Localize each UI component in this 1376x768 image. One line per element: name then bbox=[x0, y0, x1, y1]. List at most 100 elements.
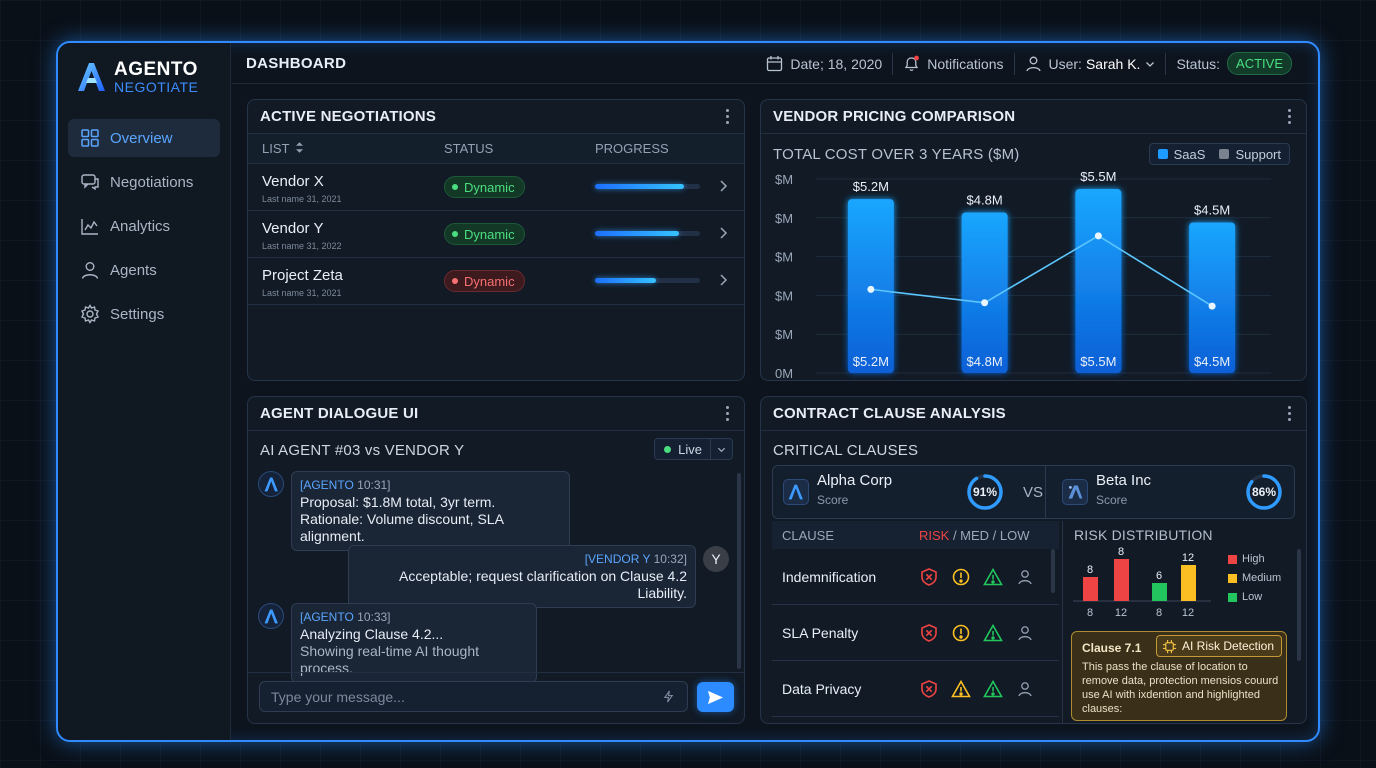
right-score-ring bbox=[1246, 474, 1282, 510]
date-label: Date; 18, 2020 bbox=[790, 55, 883, 72]
sidebar-item-agents[interactable]: Agents bbox=[68, 251, 220, 289]
high-risk-shield-icon[interactable] bbox=[919, 623, 939, 643]
vendor-pricing-panel: VENDOR PRICING COMPARISON TOTAL COST OVE… bbox=[760, 99, 1307, 381]
y-tick-label: $M bbox=[775, 211, 793, 226]
live-label: Live bbox=[678, 441, 702, 457]
bar-value-label: $4.8M bbox=[967, 192, 1003, 207]
legend-swatch-high bbox=[1228, 554, 1237, 564]
more-options-icon[interactable] bbox=[726, 109, 730, 125]
more-options-icon[interactable] bbox=[1288, 109, 1292, 125]
progress-bar bbox=[595, 278, 700, 283]
risk-bar-axis-label: 12 bbox=[1115, 607, 1127, 619]
sidebar-item-overview[interactable]: Overview bbox=[68, 119, 220, 157]
message-bubble: [VENDOR Y 10:32] Acceptable; request cla… bbox=[348, 545, 696, 608]
y-tick-label: $M bbox=[775, 327, 793, 342]
brand-name: AGENTO bbox=[114, 59, 198, 80]
message-bubble: [AGENTO 10:33] Analyzing Clause 4.2... S… bbox=[291, 603, 537, 683]
risk-scrollbar[interactable] bbox=[1297, 549, 1301, 661]
right-score-label: Score bbox=[1096, 493, 1128, 507]
lightning-icon[interactable] bbox=[662, 690, 675, 703]
user-label: User: bbox=[1048, 55, 1082, 72]
risk-bar[interactable] bbox=[1181, 565, 1196, 601]
assign-user-icon[interactable] bbox=[1015, 567, 1035, 587]
table-row[interactable]: Project Zeta Last name 31, 2021 Dynamic bbox=[248, 258, 744, 305]
negotiation-name: Vendor X bbox=[262, 173, 324, 190]
chevron-right-icon[interactable] bbox=[718, 226, 728, 240]
dialogue-scrollbar[interactable] bbox=[737, 473, 741, 669]
high-risk-shield-icon[interactable] bbox=[919, 567, 939, 587]
status-indicator: Status: ACTIVE bbox=[1166, 52, 1302, 75]
send-button[interactable] bbox=[697, 682, 734, 712]
brand-logo[interactable]: AGENTO NEGOTIATE bbox=[74, 55, 198, 99]
chart-bar[interactable] bbox=[1075, 189, 1122, 373]
message-input[interactable]: Type your message... bbox=[259, 681, 688, 712]
left-vendor-name: Alpha Corp bbox=[817, 472, 893, 489]
risk-bar[interactable] bbox=[1152, 583, 1167, 601]
clause-row[interactable]: Indemnification bbox=[772, 549, 1059, 605]
left-score-label: Score bbox=[817, 493, 849, 507]
notifications-button[interactable]: Notifications bbox=[893, 53, 1013, 75]
ai-risk-text: This pass the clause of location to remo… bbox=[1082, 661, 1279, 715]
sidebar-item-settings[interactable]: Settings bbox=[68, 295, 220, 333]
sidebar: AGENTO NEGOTIATE Overview Negotiations A… bbox=[58, 43, 231, 740]
bar-value-label: $4.5M bbox=[1194, 202, 1230, 217]
risk-bar[interactable] bbox=[1083, 577, 1098, 601]
legend-swatch-support bbox=[1219, 149, 1230, 159]
clause-row[interactable]: Data Privacy bbox=[772, 661, 1059, 717]
user-menu[interactable]: User: Sarah K. bbox=[1015, 53, 1166, 75]
sidebar-item-negotiations[interactable]: Negotiations bbox=[68, 163, 220, 201]
more-options-icon[interactable] bbox=[1288, 406, 1292, 422]
negotiation-name: Project Zeta bbox=[262, 267, 343, 284]
trend-point[interactable] bbox=[1208, 302, 1216, 310]
table-row[interactable]: Vendor Y Last name 31, 2022 Dynamic bbox=[248, 211, 744, 258]
high-risk-shield-icon[interactable] bbox=[919, 679, 939, 699]
message-time: 10:32] bbox=[653, 552, 687, 566]
status-label: Dynamic bbox=[464, 226, 515, 242]
agento-logo-icon bbox=[78, 63, 105, 91]
warning-circle-icon[interactable] bbox=[951, 623, 971, 643]
bar-value-label: $5.5M bbox=[1080, 172, 1116, 184]
chevron-right-icon[interactable] bbox=[718, 179, 728, 193]
clause-row[interactable]: SLA Penalty bbox=[772, 605, 1059, 661]
progress-fill bbox=[595, 278, 656, 283]
legend-low: Low bbox=[1228, 591, 1262, 603]
assign-user-icon[interactable] bbox=[1015, 623, 1035, 643]
low-risk-triangle-icon[interactable] bbox=[983, 623, 1003, 643]
progress-bar bbox=[595, 231, 700, 236]
ai-risk-detection-badge[interactable]: AI Risk Detection bbox=[1156, 635, 1283, 657]
progress-fill bbox=[595, 184, 685, 189]
chart-bar[interactable] bbox=[1189, 222, 1236, 373]
message-sender: [AGENTO bbox=[300, 610, 354, 624]
bar-inner-label: $5.2M bbox=[853, 354, 889, 369]
legend-saas: SaaS bbox=[1173, 146, 1206, 162]
chevron-right-icon[interactable] bbox=[718, 273, 728, 287]
sidebar-item-analytics[interactable]: Analytics bbox=[68, 207, 220, 245]
message-line: Rationale: Volume discount, SLA alignmen… bbox=[300, 511, 504, 544]
assign-user-icon[interactable] bbox=[1015, 679, 1035, 699]
status-dot-icon bbox=[452, 278, 458, 284]
negotiation-name: Vendor Y bbox=[262, 220, 324, 237]
risk-bar-value: 8 bbox=[1118, 546, 1124, 558]
status-badge: Dynamic bbox=[444, 270, 525, 292]
live-dot-icon bbox=[664, 445, 672, 453]
column-list[interactable]: LIST bbox=[262, 141, 303, 156]
live-dropdown[interactable]: Live bbox=[654, 438, 733, 460]
clause-scrollbar[interactable] bbox=[1051, 549, 1055, 593]
trend-point[interactable] bbox=[867, 285, 875, 293]
chip-icon bbox=[1162, 639, 1177, 653]
warning-circle-icon[interactable] bbox=[951, 567, 971, 587]
trend-point[interactable] bbox=[981, 299, 989, 307]
clause-name: Indemnification bbox=[782, 569, 877, 585]
warning-triangle-orange-icon[interactable] bbox=[951, 679, 971, 699]
date-display[interactable]: Date; 18, 2020 bbox=[756, 53, 892, 75]
chart-bar[interactable] bbox=[961, 212, 1008, 373]
table-row[interactable]: Vendor X Last name 31, 2021 Dynamic bbox=[248, 164, 744, 211]
risk-bar[interactable] bbox=[1114, 559, 1129, 601]
sidebar-item-label: Analytics bbox=[110, 217, 171, 235]
bar-inner-label: $4.8M bbox=[967, 354, 1003, 369]
low-risk-triangle-icon[interactable] bbox=[983, 679, 1003, 699]
low-risk-triangle-icon[interactable] bbox=[983, 567, 1003, 587]
status-badge: ACTIVE bbox=[1227, 52, 1292, 75]
trend-point[interactable] bbox=[1094, 232, 1102, 240]
more-options-icon[interactable] bbox=[726, 406, 730, 422]
